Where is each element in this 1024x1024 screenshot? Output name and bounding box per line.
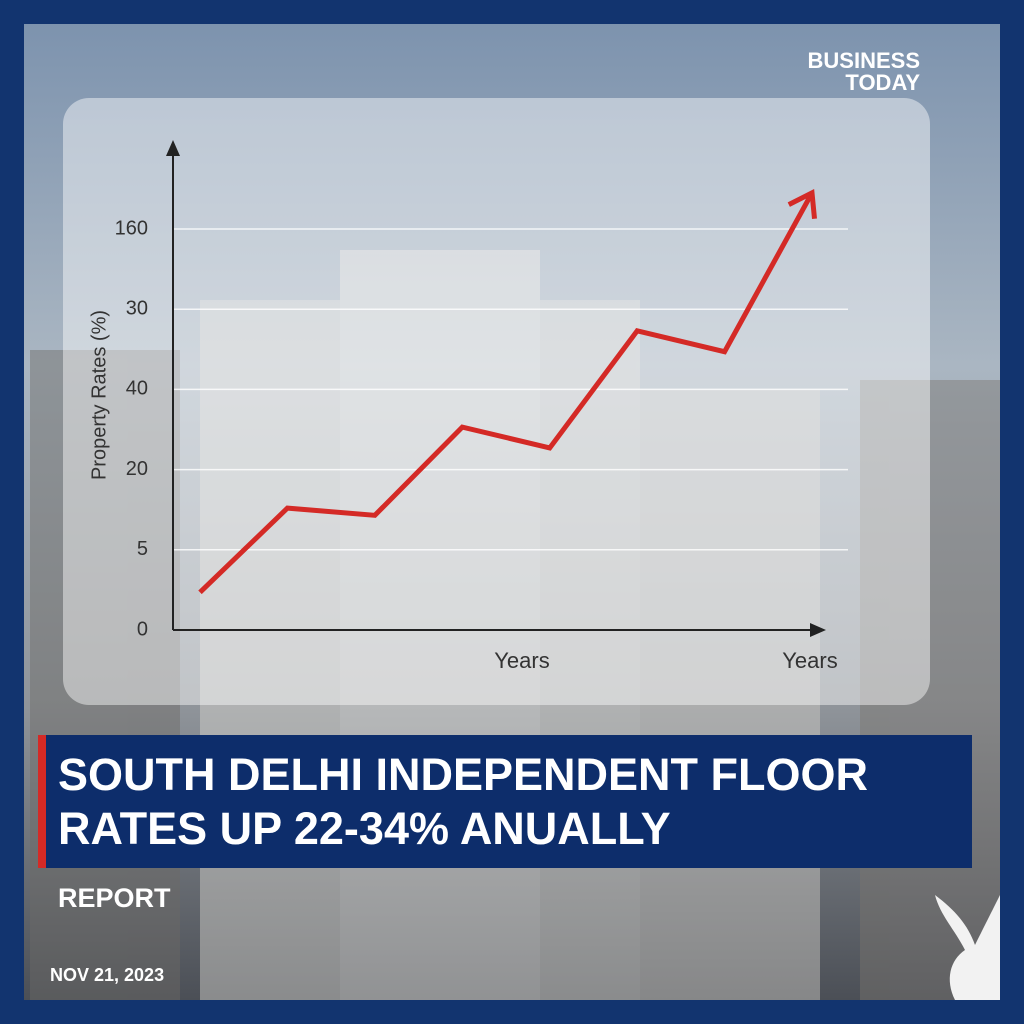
- x-axis-arrow: [810, 623, 826, 637]
- y-axis-title: Property Rates (%): [88, 310, 110, 480]
- y-tick-label: 5: [137, 538, 148, 560]
- headline-band: [38, 735, 972, 868]
- headline-line: RATES UP 22-34% ANUALLY: [58, 803, 671, 854]
- y-tick-label: 160: [115, 217, 148, 239]
- dove-icon: [935, 895, 1000, 1000]
- building: [30, 250, 1000, 1000]
- brand-line: TODAY: [845, 70, 920, 95]
- y-tick-label: 0: [137, 618, 148, 640]
- line-arrowhead: [787, 189, 817, 220]
- date: NOV 21, 2023: [50, 965, 164, 985]
- x-axis-title: Years: [782, 648, 837, 673]
- y-tick-label: 30: [126, 297, 148, 319]
- chart-panel: [63, 98, 930, 705]
- y-axis-arrow: [166, 140, 180, 156]
- headline-line: SOUTH DELHI INDEPENDENT FLOOR: [58, 749, 868, 800]
- y-tick-label: 40: [126, 378, 148, 400]
- kicker: REPORT: [58, 883, 171, 913]
- data-line: [198, 191, 815, 595]
- chart: 0 5 20 40 30 160: [115, 189, 848, 640]
- brand-line: BUSINESS: [808, 48, 920, 73]
- headline-accent: [38, 735, 46, 868]
- y-tick-label: 20: [126, 458, 148, 480]
- x-axis-title: Years: [494, 648, 549, 673]
